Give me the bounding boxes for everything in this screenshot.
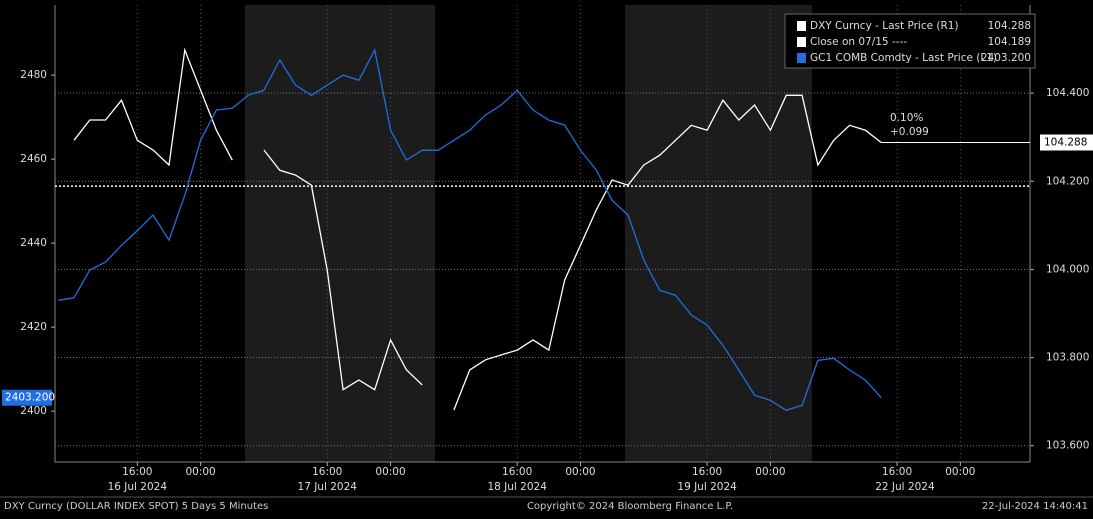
footer-right: 22-Jul-2024 14:40:41 [982, 501, 1088, 512]
date-label: 19 Jul 2024 [677, 481, 737, 493]
last-value-box [2, 389, 52, 406]
y2-tick-label: 104.200 [1046, 175, 1089, 187]
last-value-label: 2403.200 [5, 392, 55, 404]
y2-tick-label: 103.600 [1046, 440, 1089, 452]
legend [784, 13, 1036, 69]
y-tick-label: 2480 [20, 69, 47, 81]
legend-swatch [797, 37, 806, 47]
x-tick-label: 00:00 [565, 466, 595, 478]
legend-value: 104.288 [988, 20, 1031, 32]
last-value-label: 104.288 [1044, 136, 1087, 148]
y2-tick-label: 104.400 [1046, 87, 1089, 99]
annotation: 0.10% [890, 112, 923, 124]
footer-left: DXY Curncy (DOLLAR INDEX SPOT) 5 Days 5 … [4, 501, 268, 512]
x-tick-label: 16:00 [692, 466, 722, 478]
session-shade [245, 5, 435, 462]
session-shade [625, 5, 812, 462]
series-line [58, 47, 882, 412]
legend-swatch [797, 53, 806, 63]
y-tick-label: 2400 [20, 405, 47, 417]
x-tick-label: 00:00 [755, 466, 785, 478]
legend-value: 2403.200 [981, 52, 1031, 64]
y-tick-label: 2460 [20, 153, 47, 165]
x-tick-label: 16:00 [122, 466, 152, 478]
x-tick-label: 16:00 [882, 466, 912, 478]
legend-value: 104.189 [988, 36, 1031, 48]
x-tick-label: 16:00 [312, 466, 342, 478]
x-tick-label: 00:00 [185, 466, 215, 478]
legend-label: DXY Curncy - Last Price (R1) [810, 20, 959, 32]
date-label: 18 Jul 2024 [487, 481, 547, 493]
series-line [73, 47, 882, 411]
y2-tick-label: 104.000 [1046, 263, 1089, 275]
legend-label: GC1 COMB Comdty - Last Price (L1) [810, 52, 997, 64]
legend-swatch [797, 21, 806, 31]
y-tick-label: 2420 [20, 321, 47, 333]
annotation: +0.099 [890, 126, 929, 138]
y2-tick-label: 103.800 [1046, 352, 1089, 364]
footer-center: Copyright© 2024 Bloomberg Finance L.P. [527, 501, 733, 512]
x-tick-label: 00:00 [375, 466, 405, 478]
date-label: 22 Jul 2024 [875, 481, 935, 493]
date-label: 16 Jul 2024 [108, 481, 168, 493]
y-tick-label: 2440 [20, 237, 47, 249]
date-label: 17 Jul 2024 [298, 481, 358, 493]
x-tick-label: 16:00 [502, 466, 532, 478]
x-tick-label: 00:00 [945, 466, 975, 478]
last-value-box [1040, 134, 1093, 151]
legend-label: Close on 07/15 ---- [810, 36, 907, 48]
